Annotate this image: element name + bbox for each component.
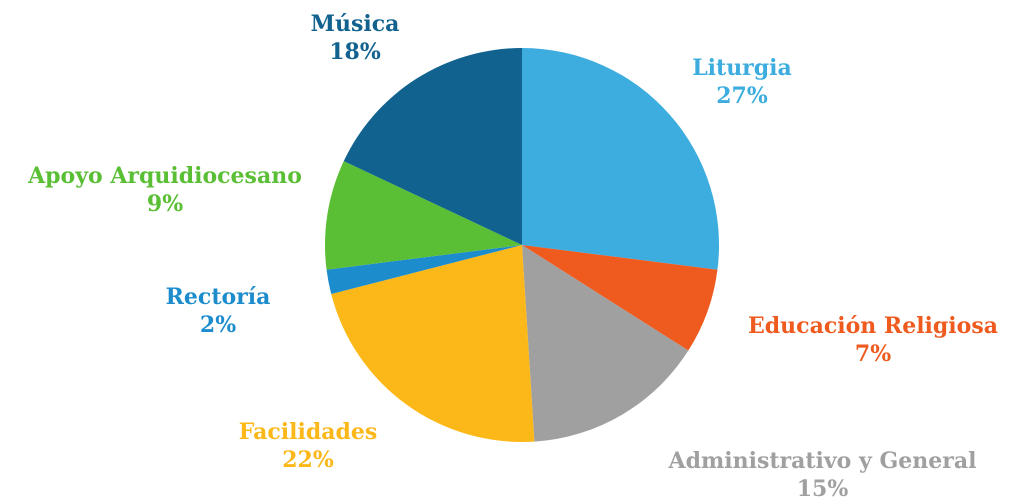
label-musica-name: Música — [310, 11, 400, 37]
pie-slice-musica — [343, 48, 522, 245]
pie-slice-rectoria — [326, 245, 522, 294]
label-rectoria-name: Rectoría — [165, 284, 271, 310]
label-facilidades-name: Facilidades — [238, 419, 378, 445]
pie-slice-educacion-religiosa — [522, 245, 718, 351]
label-musica-pct: 18% — [329, 39, 381, 65]
label-apoyo-arquidiocesano-name: Apoyo Arquidiocesano — [28, 163, 302, 189]
label-liturgia-pct: 27% — [716, 83, 768, 109]
label-administrativo-general-pct: 15% — [796, 476, 849, 502]
label-facilidades-pct: 22% — [282, 447, 334, 473]
label-apoyo-arquidiocesano: Apoyo Arquidiocesano 9% — [0, 162, 330, 218]
label-rectoria-pct: 2% — [199, 312, 237, 338]
pie-slice-facilidades — [331, 245, 535, 442]
label-rectoria: Rectoría 2% — [148, 283, 288, 339]
label-administrativo-general-name: Administrativo y General — [668, 448, 977, 474]
label-apoyo-arquidiocesano-pct: 9% — [146, 191, 184, 217]
label-liturgia-name: Liturgia — [692, 55, 792, 81]
pie-slice-administrativo-y-general — [522, 245, 689, 442]
label-musica: Música 18% — [285, 10, 425, 66]
label-educacion-religiosa-pct: 7% — [854, 341, 892, 367]
label-educacion-religiosa-name: Educación Religiosa — [748, 313, 998, 339]
pie-slice-liturgia — [522, 48, 720, 270]
label-educacion-religiosa: Educación Religiosa 7% — [728, 312, 1016, 368]
label-liturgia: Liturgia 27% — [657, 54, 827, 110]
pie-slice-apoyo-arquidiocesano — [324, 161, 522, 270]
label-facilidades: Facilidades 22% — [218, 418, 398, 474]
label-administrativo-general: Administrativo y General 15% — [640, 447, 1005, 503]
